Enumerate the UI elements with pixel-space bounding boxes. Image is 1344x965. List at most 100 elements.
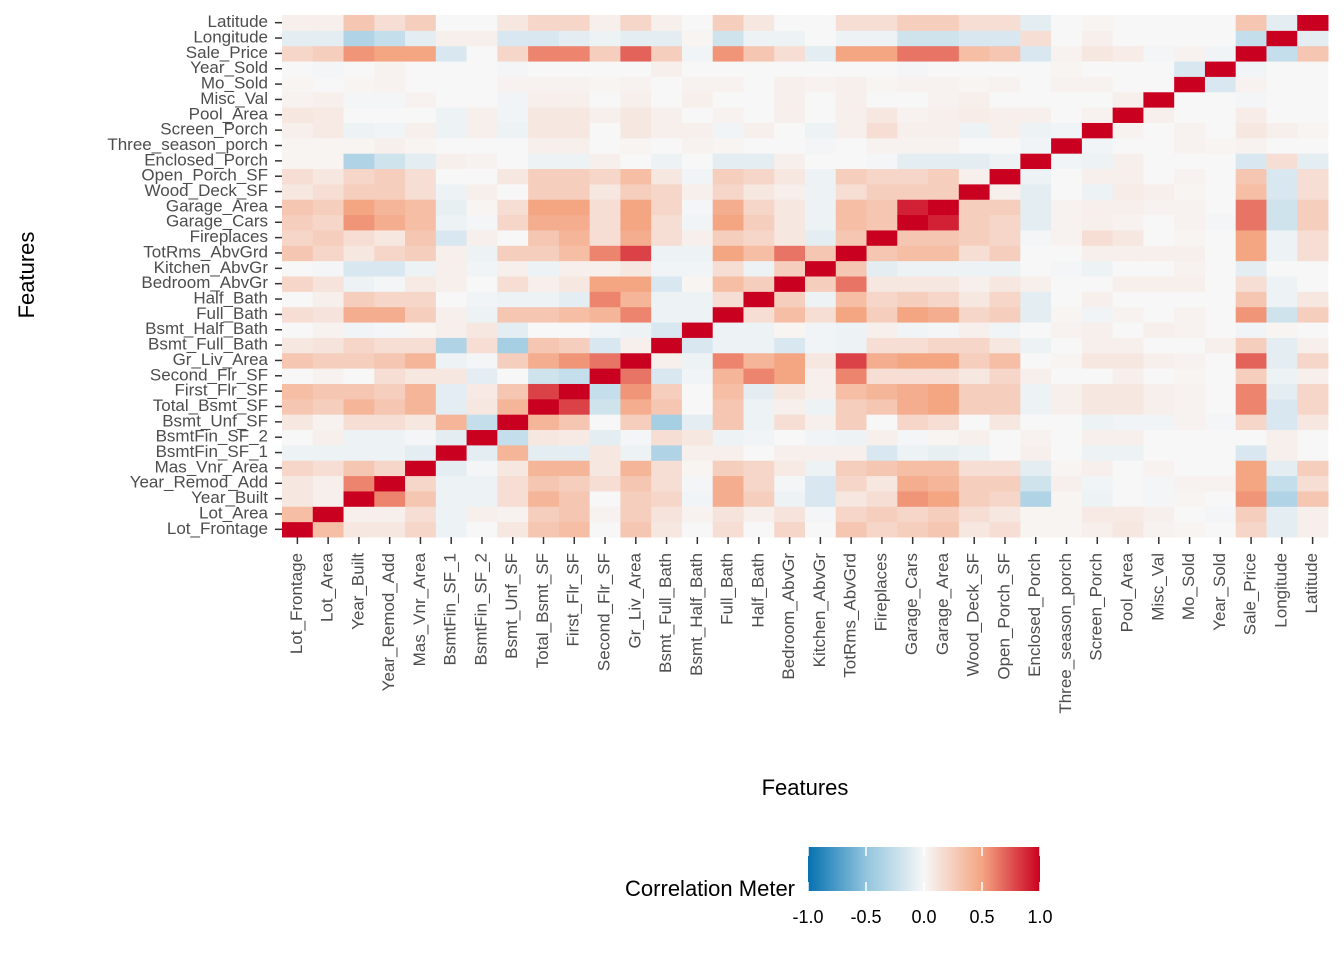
heatmap-cell bbox=[589, 137, 621, 154]
heatmap-cell bbox=[1143, 521, 1175, 538]
heatmap-cell bbox=[1266, 291, 1298, 308]
heatmap-cell bbox=[435, 383, 468, 400]
heatmap-cell bbox=[620, 368, 652, 384]
heatmap-cell bbox=[589, 383, 621, 400]
heatmap-cell bbox=[528, 352, 560, 369]
heatmap-cell bbox=[497, 260, 529, 277]
heatmap-cell bbox=[897, 15, 929, 31]
heatmap-cell bbox=[466, 460, 498, 477]
heatmap-cell bbox=[343, 107, 375, 123]
heatmap-cell bbox=[312, 460, 345, 477]
heatmap-cell bbox=[405, 291, 437, 308]
heatmap-cell bbox=[1020, 214, 1052, 231]
heatmap-cell bbox=[1020, 168, 1052, 185]
heatmap-cell bbox=[989, 229, 1021, 246]
heatmap-cell bbox=[1204, 45, 1237, 62]
heatmap-cell bbox=[558, 475, 591, 492]
y-tick-label: Bsmt_Half_Bath bbox=[145, 319, 268, 338]
heatmap-cell bbox=[282, 368, 314, 384]
heatmap-cell bbox=[1174, 398, 1206, 415]
heatmap-cell bbox=[589, 45, 621, 62]
y-tick-label: Full_Bath bbox=[196, 304, 268, 323]
heatmap-cell bbox=[958, 107, 991, 123]
heatmap-cell bbox=[1081, 337, 1114, 354]
heatmap-cell bbox=[466, 245, 498, 262]
heatmap-cell bbox=[1235, 214, 1267, 231]
heatmap-cell bbox=[435, 122, 468, 139]
heatmap-cell bbox=[312, 429, 345, 446]
heatmap-cell bbox=[989, 506, 1021, 523]
heatmap-cell bbox=[558, 291, 591, 308]
heatmap-cell bbox=[1204, 199, 1237, 216]
heatmap-cell bbox=[466, 322, 498, 338]
y-tick-label: Year_Remod_Add bbox=[130, 473, 268, 492]
heatmap-cell bbox=[343, 183, 375, 200]
heatmap-cell bbox=[743, 506, 775, 523]
heatmap-cell bbox=[1235, 137, 1267, 154]
heatmap-cell bbox=[1051, 61, 1083, 77]
y-tick-label: Gr_Liv_Area bbox=[173, 350, 269, 369]
heatmap-cell bbox=[989, 291, 1021, 308]
heatmap-cell bbox=[743, 444, 775, 461]
heatmap-cell bbox=[405, 137, 437, 154]
heatmap-cell bbox=[528, 137, 560, 154]
heatmap-cell bbox=[528, 414, 560, 431]
heatmap-cell bbox=[651, 414, 683, 431]
heatmap-cell bbox=[1143, 153, 1175, 170]
heatmap-cell bbox=[712, 429, 744, 446]
heatmap-cell bbox=[282, 122, 314, 139]
x-tick-label: Pool_Area bbox=[1118, 552, 1137, 632]
heatmap-cell bbox=[282, 91, 314, 108]
heatmap-cell bbox=[681, 368, 714, 384]
heatmap-cell bbox=[1020, 291, 1052, 308]
heatmap-cell bbox=[528, 107, 560, 123]
heatmap-cell bbox=[1266, 91, 1298, 108]
heatmap-cell bbox=[897, 45, 929, 62]
heatmap-cell bbox=[1051, 490, 1083, 507]
heatmap-cell bbox=[343, 214, 375, 231]
heatmap-cell bbox=[1204, 337, 1237, 354]
heatmap-cell bbox=[374, 306, 406, 323]
heatmap-cell bbox=[774, 30, 806, 47]
heatmap-cell bbox=[1174, 444, 1206, 461]
heatmap-cell bbox=[282, 322, 314, 338]
heatmap-cell bbox=[1143, 475, 1175, 492]
heatmap-cell bbox=[866, 460, 898, 477]
heatmap-cell bbox=[928, 15, 960, 31]
heatmap-cell bbox=[528, 506, 560, 523]
heatmap-cell bbox=[282, 61, 314, 77]
heatmap-cell bbox=[774, 398, 806, 415]
heatmap-cell bbox=[374, 291, 406, 308]
heatmap-cell bbox=[928, 506, 960, 523]
heatmap-cell bbox=[435, 429, 468, 446]
heatmap-cell bbox=[1051, 183, 1083, 200]
heatmap-cell bbox=[466, 122, 498, 139]
heatmap-cell bbox=[558, 429, 591, 446]
heatmap-cell bbox=[835, 260, 868, 277]
heatmap-cell bbox=[681, 76, 714, 93]
heatmap-cell bbox=[712, 322, 744, 338]
heatmap-cell bbox=[1020, 245, 1052, 262]
heatmap-cell bbox=[805, 368, 837, 384]
heatmap-cell bbox=[589, 245, 621, 262]
heatmap-cell bbox=[312, 444, 345, 461]
heatmap-cell bbox=[1235, 76, 1267, 93]
heatmap-cell bbox=[897, 229, 929, 246]
legend-tick-label: 1.0 bbox=[1027, 907, 1052, 927]
heatmap-cell bbox=[497, 460, 529, 477]
heatmap-cell bbox=[558, 45, 591, 62]
heatmap-cell bbox=[866, 15, 898, 31]
heatmap-cell bbox=[897, 245, 929, 262]
heatmap-cell bbox=[1051, 214, 1083, 231]
heatmap-cell bbox=[528, 444, 560, 461]
heatmap-cell bbox=[681, 460, 714, 477]
heatmap-cell bbox=[1051, 122, 1083, 139]
heatmap-cell bbox=[282, 352, 314, 369]
heatmap-cell bbox=[774, 368, 806, 384]
heatmap-cell bbox=[928, 444, 960, 461]
heatmap-cell bbox=[528, 168, 560, 185]
heatmap-cell bbox=[805, 122, 837, 139]
x-tick-label: Bsmt_Unf_SF bbox=[502, 553, 521, 659]
heatmap-cell bbox=[835, 521, 868, 538]
heatmap-cell bbox=[958, 214, 991, 231]
